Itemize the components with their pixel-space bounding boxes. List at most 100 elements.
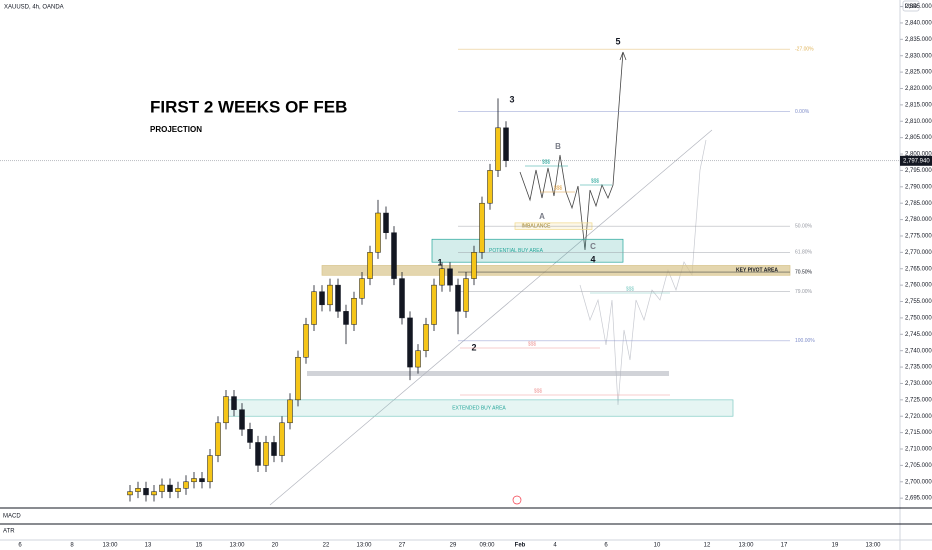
y-tick-label: 2,820.000 — [905, 86, 932, 92]
liquidity-label: $$$ — [542, 159, 551, 165]
zone-label: IMBALANCE — [522, 223, 552, 229]
candle-body — [335, 284, 341, 312]
fib-label: 70.50% — [795, 269, 813, 275]
candle-body — [471, 252, 477, 279]
projection-path — [519, 51, 624, 251]
y-tick-label: 2,825.000 — [905, 70, 932, 76]
liquidity-label: $$$ — [626, 286, 635, 292]
candle-body — [143, 488, 149, 496]
candle-body — [399, 278, 405, 319]
x-tick-label: 13 — [145, 543, 152, 549]
subheadline: PROJECTION — [150, 125, 202, 134]
wave-label: 5 — [615, 36, 620, 46]
candle-body — [175, 488, 181, 492]
y-tick-label: 2,815.000 — [905, 102, 932, 108]
zone-label: KEY PIVOT AREA — [736, 268, 778, 274]
y-tick-label: 2,840.000 — [905, 21, 932, 27]
y-tick-label: 2,845.000 — [905, 4, 932, 10]
y-tick-label: 2,725.000 — [905, 397, 932, 403]
liquidity-label: $$$ — [534, 388, 543, 394]
y-tick-label: 2,700.000 — [905, 479, 932, 485]
wave-label: 4 — [590, 254, 595, 264]
candle-body — [223, 396, 229, 424]
candle-body — [207, 455, 213, 483]
trend-line — [269, 129, 713, 506]
price-tag-label: 2,797.940 — [903, 158, 930, 164]
candle-body — [391, 232, 397, 279]
candle-body — [327, 284, 333, 306]
candle-body — [263, 442, 269, 466]
candle-body — [359, 278, 365, 299]
x-tick-label: Feb — [515, 543, 526, 549]
event-icon[interactable] — [512, 495, 522, 505]
y-tick-label: 2,760.000 — [905, 283, 932, 289]
candle-body — [183, 481, 189, 489]
y-tick-label: 2,735.000 — [905, 365, 932, 371]
x-tick-label: 13:00 — [865, 543, 881, 549]
y-tick-label: 2,745.000 — [905, 332, 932, 338]
candle-body — [415, 350, 421, 368]
y-tick-label: 2,795.000 — [905, 168, 932, 174]
y-tick-label: 2,780.000 — [905, 217, 932, 223]
candle-body — [255, 442, 261, 466]
y-tick-label: 2,710.000 — [905, 447, 932, 453]
candle-body — [423, 324, 429, 351]
x-tick-label: 10 — [654, 543, 661, 549]
candle-body — [455, 284, 461, 312]
headline: FIRST 2 WEEKS OF FEB — [150, 97, 347, 116]
y-tick-label: 2,775.000 — [905, 234, 932, 240]
candle-body — [319, 291, 325, 306]
fib-label: 0.00% — [795, 109, 810, 115]
candle-body — [271, 442, 277, 456]
price-tag — [900, 155, 932, 166]
candle-body — [295, 356, 301, 401]
candle-body — [287, 399, 293, 424]
candle-body — [159, 484, 165, 492]
fib-label: 100.00% — [795, 338, 815, 344]
candle-body — [215, 422, 221, 456]
x-tick-label: 4 — [553, 543, 557, 549]
symbol-title: XAUUSD, 4h, OANDA — [4, 5, 64, 11]
x-tick-label: 13:00 — [102, 543, 118, 549]
fib-label: 79.00% — [795, 289, 813, 295]
candle-body — [127, 491, 133, 496]
liquidity-label: $$$ — [554, 185, 563, 191]
y-tick-label: 2,695.000 — [905, 496, 932, 502]
pane-label: MACD — [3, 514, 21, 520]
arrow-head — [619, 51, 624, 61]
x-tick-label: 12 — [704, 543, 711, 549]
y-tick-label: 2,805.000 — [905, 135, 932, 141]
y-tick-label: 2,810.000 — [905, 119, 932, 125]
x-tick-label: 6 — [604, 543, 608, 549]
candle-body — [247, 429, 253, 443]
y-tick-label: 2,705.000 — [905, 463, 932, 469]
x-tick-label: 27 — [399, 543, 406, 549]
candle-body — [343, 311, 349, 325]
gray-zone — [307, 371, 669, 376]
candle-body — [231, 396, 237, 410]
candle-body — [151, 491, 157, 496]
wave-label: 2 — [471, 342, 476, 352]
fib-label: 61.80% — [795, 250, 813, 256]
candle-body — [351, 297, 357, 325]
zone-label: EXTENDED BUY AREA — [452, 405, 506, 411]
candle-body — [135, 488, 141, 492]
x-tick-label: 09:00 — [479, 543, 495, 549]
x-tick-label: 19 — [832, 543, 839, 549]
candle-body — [191, 478, 197, 483]
x-tick-label: 13:00 — [229, 543, 245, 549]
y-tick-label: 2,740.000 — [905, 348, 932, 354]
candle-body — [303, 324, 309, 358]
candle-body — [447, 268, 453, 286]
y-tick-label: 2,720.000 — [905, 414, 932, 420]
candle-body — [199, 478, 205, 483]
currency-box[interactable] — [902, 0, 920, 12]
x-tick-label: 13:00 — [356, 543, 372, 549]
x-tick-label: 29 — [450, 543, 457, 549]
wave-label: 1 — [437, 257, 442, 267]
wave-label: A — [539, 212, 545, 221]
alternate-path — [579, 139, 707, 406]
arrow-head — [622, 51, 627, 61]
wave-label: 3 — [509, 94, 514, 104]
